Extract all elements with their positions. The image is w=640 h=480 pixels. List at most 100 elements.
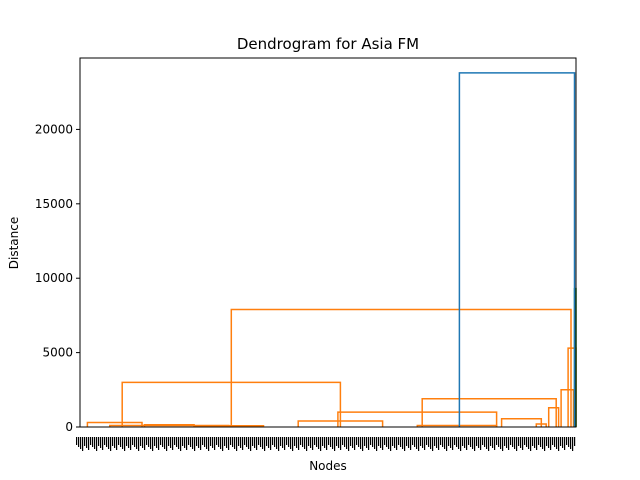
leaf-label-stroke [328,437,330,445]
leaf-label-stroke [384,437,386,445]
leaf-label-stroke [154,437,156,446]
dendrogram-link [230,308,572,427]
leaf-label-stroke [378,437,380,446]
leaf-label-stroke [410,437,412,450]
dendrogram-link [421,397,557,427]
leaf-label-stroke [420,437,422,446]
leaf-label-stroke [202,437,204,445]
leaf-label-stroke [562,437,564,448]
leaf-label-stroke [158,437,160,450]
leaf-label-stroke [206,437,208,449]
leaf-label-stroke [220,437,222,449]
leaf-label-stroke [572,437,574,451]
leaf-label-stroke [308,437,310,446]
leaf-label-stroke [492,437,494,448]
leaf-label-stroke [320,437,322,451]
leaf-label-stroke [326,437,328,450]
y-axis-label: Distance [7,217,21,269]
leaf-label-stroke [162,437,164,447]
leaf-label-stroke [266,437,268,446]
leaf-label-stroke [126,437,128,446]
leaf-label-stroke [270,437,272,450]
leaf-label-stroke [316,437,318,447]
leaf-label-stroke [548,437,550,448]
leaf-label-stroke [190,437,192,447]
leaf-label-stroke [338,437,340,448]
leaf-label-stroke [140,437,142,446]
leaf-label-stroke [546,437,548,446]
leaf-label-stroke [188,437,190,445]
leaf-label-stroke [498,437,500,447]
leaf-label-stroke [512,437,514,447]
leaf-label-stroke [176,437,178,447]
leaf-label-stroke [234,437,236,449]
leaf-label-stroke [356,437,358,445]
leaf-label-stroke [484,437,486,447]
leaf-label-stroke [454,437,456,445]
leaf-label-stroke [258,437,260,445]
leaf-label-stroke [560,437,562,446]
dendrogram-link [500,418,543,427]
leaf-label-stroke [542,437,544,449]
dendrogram-links [86,72,577,427]
leaf-label-stroke [118,437,120,445]
leaf-label-stroke [472,437,474,449]
leaf-label-stroke [110,437,112,451]
leaf-label-stroke [390,437,392,451]
leaf-label-stroke [440,437,442,445]
leaf-label-stroke [502,437,504,451]
leaf-label-stroke [374,437,376,449]
leaf-label-stroke [214,437,216,450]
leaf-label-stroke [428,437,430,447]
leaf-label-stroke [458,437,460,449]
leaf-label-stroke [222,437,224,451]
leaf-label-stroke [164,437,166,449]
leaf-label-stroke [514,437,516,449]
leaf-label-stroke [352,437,354,448]
leaf-label-stroke [544,437,546,451]
dendrogram-link [109,424,230,427]
leaf-label-stroke [104,437,106,445]
leaf-label-stroke [346,437,348,449]
leaf-label-stroke [528,437,530,449]
leaf-label-stroke [120,437,122,447]
leaf-label-stroke [272,437,274,445]
leaf-label-stroke [448,437,450,446]
leaf-label-stroke [456,437,458,447]
leaf-label-stroke [262,437,264,449]
y-tick-label: 15000 [35,197,73,211]
leaf-label-stroke [108,437,110,449]
leaf-label-stroke [86,437,88,448]
leaf-label-stroke [314,437,316,445]
leaf-label-stroke [274,437,276,447]
leaf-label-stroke [558,437,560,451]
leaf-label-stroke [160,437,162,445]
leaf-label-stroke [334,437,336,451]
leaf-label-stroke [156,437,158,448]
leaf-label-stroke [78,437,80,447]
leaf-label-stroke [406,437,408,446]
leaf-label-stroke [464,437,466,448]
leaf-label-stroke [534,437,536,448]
leaf-label-stroke [372,437,374,447]
leaf-label-stroke [136,437,138,449]
leaf-label-stroke [282,437,284,448]
leaf-label-stroke [178,437,180,449]
leaf-label-stroke [574,437,576,446]
leaf-label-stroke [268,437,270,448]
leaf-label-stroke [474,437,476,451]
y-tick-label: 5000 [42,346,73,360]
leaf-label-stroke [194,437,196,451]
leaf-label-stroke [442,437,444,447]
leaf-label-stroke [550,437,552,450]
leaf-label-stroke [240,437,242,448]
leaf-label-stroke [288,437,290,447]
dendrogram-link [535,423,547,427]
leaf-label-stroke [170,437,172,448]
leaf-label-stroke [380,437,382,448]
leaf-label-stroke [174,437,176,445]
leaf-label-stroke [348,437,350,451]
leaf-label-stroke [252,437,254,446]
leaf-label-stroke [246,437,248,447]
leaf-label-stroke [430,437,432,449]
